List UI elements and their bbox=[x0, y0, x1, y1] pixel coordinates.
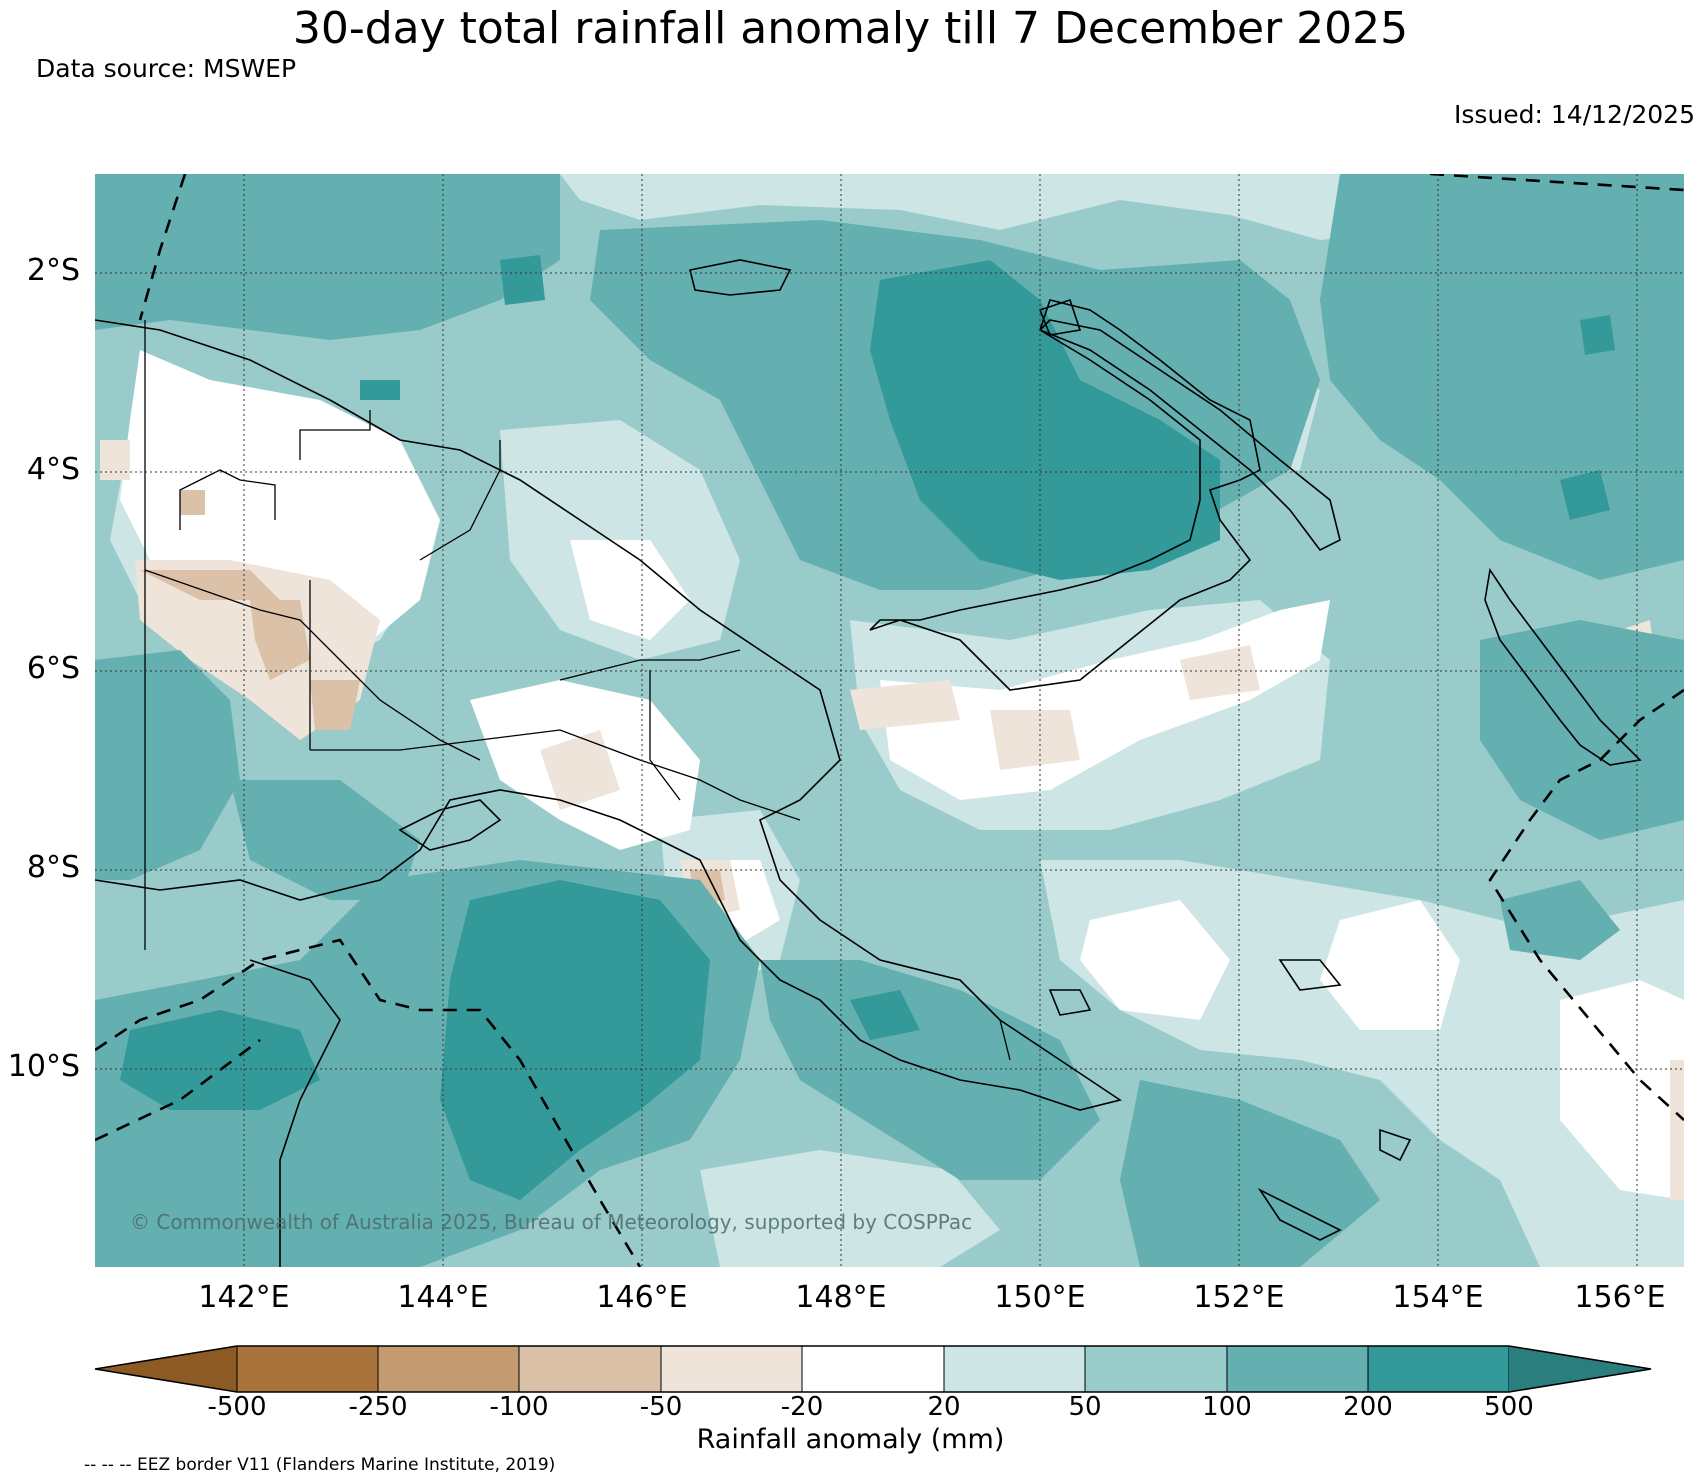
borders bbox=[144, 320, 1011, 1061]
lon-label: 144°E bbox=[397, 1280, 489, 1315]
colorbar-extend-high bbox=[1509, 1346, 1651, 1392]
coastlines bbox=[95, 259, 1642, 1267]
lon-label: 154°E bbox=[1392, 1280, 1484, 1315]
colorbar-tick-label: 50 bbox=[1068, 1392, 1102, 1422]
lon-label: 142°E bbox=[198, 1280, 290, 1315]
colorbar-tick-label: 100 bbox=[1202, 1392, 1252, 1422]
lat-label: 6°S bbox=[26, 651, 80, 686]
lat-label: 8°S bbox=[26, 850, 80, 885]
colorbar-tick-label: 200 bbox=[1343, 1392, 1393, 1422]
colorbar-tick-label: 20 bbox=[927, 1392, 961, 1422]
colorbar-tick-label: -250 bbox=[348, 1392, 408, 1422]
lon-label: 150°E bbox=[994, 1280, 1086, 1315]
colorbar-tick-label: 500 bbox=[1484, 1392, 1534, 1422]
issued-date: Issued: 14/12/2025 bbox=[1454, 100, 1695, 129]
lat-label: 10°S bbox=[7, 1049, 80, 1084]
data-source-label: Data source: MSWEP bbox=[36, 54, 297, 83]
colorbar-segment bbox=[236, 1345, 379, 1393]
lon-label: 148°E bbox=[795, 1280, 887, 1315]
eez-borders bbox=[95, 174, 1684, 1267]
colorbar-segment bbox=[801, 1345, 945, 1393]
colorbar-segment bbox=[377, 1345, 520, 1393]
copyright-notice: © Commonwealth of Australia 2025, Bureau… bbox=[130, 1210, 973, 1234]
gridlines bbox=[95, 174, 1684, 1267]
lat-label: 4°S bbox=[26, 452, 80, 487]
colorbar-tick-label: -100 bbox=[489, 1392, 549, 1422]
anomaly-drier-areas bbox=[140, 490, 725, 905]
colorbar-tick-label: -500 bbox=[207, 1392, 267, 1422]
colorbar-title: Rainfall anomaly (mm) bbox=[696, 1424, 1005, 1455]
map-title: 30-day total rainfall anomaly till 7 Dec… bbox=[292, 3, 1409, 54]
colorbar bbox=[94, 1345, 1652, 1393]
lon-label: 146°E bbox=[596, 1280, 688, 1315]
colorbar-tick-label: -50 bbox=[639, 1392, 683, 1422]
colorbar-segment bbox=[660, 1345, 803, 1393]
colorbar-extend-low bbox=[95, 1346, 237, 1392]
lon-label: 156°E bbox=[1574, 1280, 1666, 1315]
colorbar-segment bbox=[1226, 1345, 1369, 1393]
colorbar-segment bbox=[518, 1345, 662, 1393]
lon-label: 152°E bbox=[1193, 1280, 1285, 1315]
colorbar-tick-label: -20 bbox=[780, 1392, 824, 1422]
colorbar-segment bbox=[1367, 1345, 1510, 1393]
colorbar-segment bbox=[943, 1345, 1086, 1393]
lat-label: 2°S bbox=[26, 253, 80, 288]
colorbar-segment bbox=[1084, 1345, 1228, 1393]
eez-footnote: -- -- -- EEZ border V11 (Flanders Marine… bbox=[84, 1455, 556, 1475]
